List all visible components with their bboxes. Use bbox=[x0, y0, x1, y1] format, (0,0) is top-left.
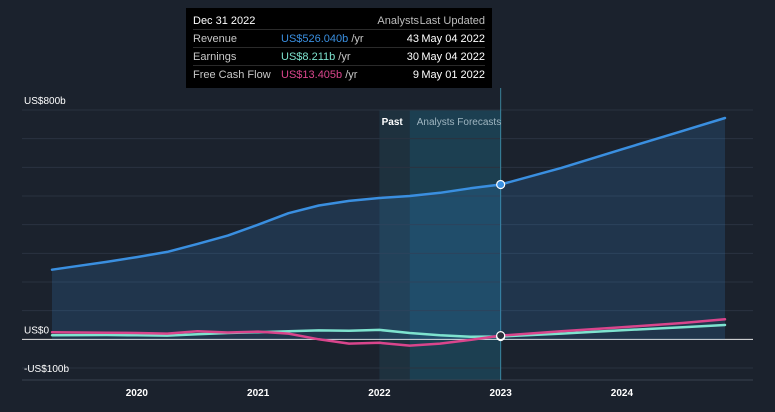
tooltip-date: Dec 31 2022 bbox=[193, 14, 256, 27]
y-tick-label: US$800b bbox=[24, 96, 66, 107]
tooltip-series-unit: /yr bbox=[345, 68, 358, 81]
tooltip-series-value: US$8.211b bbox=[281, 50, 336, 63]
tooltip-series-name: Earnings bbox=[193, 50, 237, 63]
free-cash-flow-line bbox=[50, 318, 727, 347]
free-cash-flow-hover-marker bbox=[496, 331, 506, 341]
x-tick-label: 2020 bbox=[126, 388, 149, 399]
axis-labels: US$800b US$0 -US$100b 2020 2021 2022 2023 2024 P… bbox=[24, 96, 633, 399]
y-tick-label: -US$100b bbox=[24, 364, 69, 375]
x-tick-label: 2023 bbox=[490, 388, 513, 399]
earnings-line bbox=[50, 323, 727, 339]
hover-markers bbox=[496, 179, 506, 342]
tooltip-analysts-count: 9 bbox=[412, 68, 419, 81]
tooltip-row-free-cash-flow: Free Cash Flow US$13.405b /yr 9 May 01 2… bbox=[193, 65, 485, 83]
tooltip-col-updated: Last Updated bbox=[419, 14, 485, 27]
past-region bbox=[379, 110, 410, 380]
tooltip-last-updated: May 04 2022 bbox=[421, 50, 485, 63]
tooltip-series-unit: /yr bbox=[338, 50, 351, 63]
x-tick-label: 2024 bbox=[611, 388, 634, 399]
tooltip-series-name: Revenue bbox=[193, 32, 238, 45]
tooltip-series-value: US$526.040b bbox=[281, 32, 349, 45]
revenue-area bbox=[52, 118, 725, 340]
x-tick-label: 2021 bbox=[247, 388, 270, 399]
series-layer bbox=[50, 116, 727, 347]
grid-lines bbox=[22, 88, 753, 381]
x-tick-label: 2022 bbox=[368, 388, 391, 399]
tooltip-last-updated: May 04 2022 bbox=[421, 32, 485, 45]
tooltip-row-earnings: Earnings US$8.211b /yr 30 May 04 2022 bbox=[193, 47, 485, 65]
tooltip-last-updated: May 01 2022 bbox=[421, 68, 485, 81]
tooltip-header: Dec 31 2022 Analysts Last Updated bbox=[193, 12, 485, 29]
chart-tooltip: Dec 31 2022 Analysts Last Updated Revenu… bbox=[186, 8, 492, 88]
tooltip-row-revenue: Revenue US$526.040b /yr 43 May 04 2022 bbox=[193, 29, 485, 47]
tooltip-col-analysts: Analysts bbox=[377, 14, 419, 27]
tooltip-analysts-count: 30 bbox=[406, 50, 419, 63]
revenue-hover-marker bbox=[496, 179, 506, 190]
tooltip-series-value: US$13.405b bbox=[281, 68, 343, 81]
y-tick-label: US$0 bbox=[24, 325, 49, 336]
forecast-label: Analysts Forecasts bbox=[417, 117, 501, 128]
tooltip-analysts-count: 43 bbox=[406, 32, 419, 45]
tooltip-series-unit: /yr bbox=[351, 32, 364, 45]
revenue-line bbox=[50, 116, 727, 271]
tooltip-series-name: Free Cash Flow bbox=[193, 68, 271, 81]
past-label: Past bbox=[382, 117, 404, 128]
